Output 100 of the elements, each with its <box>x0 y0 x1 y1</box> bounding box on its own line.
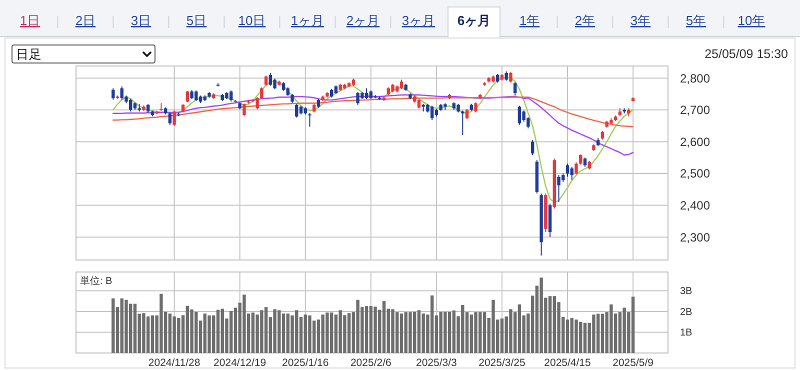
bar <box>347 313 351 353</box>
bar <box>500 318 504 353</box>
bar <box>417 310 421 353</box>
candlestick <box>570 166 574 180</box>
candlestick <box>168 112 172 126</box>
bar <box>330 312 334 353</box>
candlestick <box>172 110 176 126</box>
x-tick-label: 2024/12/19 <box>214 357 266 369</box>
x-tick-label: 2025/1/16 <box>282 357 329 369</box>
candlestick <box>264 75 268 86</box>
bar <box>552 296 556 353</box>
candlestick <box>268 72 272 86</box>
candlestick <box>574 162 578 175</box>
bar <box>374 306 377 353</box>
text: 10日 <box>238 13 266 28</box>
bar <box>382 301 386 353</box>
text: 5年 <box>686 13 706 28</box>
bar <box>391 309 394 353</box>
bar <box>251 312 255 353</box>
text: 2日 <box>75 13 96 28</box>
text: 25/05/09 15:30 <box>704 47 788 61</box>
candlestick <box>557 174 560 203</box>
text: 2年 <box>574 13 596 28</box>
candlestick <box>400 79 404 90</box>
y-tick-label: 2,800 <box>680 71 710 86</box>
text: 1ヶ月 <box>290 13 324 28</box>
bar <box>548 296 552 353</box>
bar <box>124 300 128 353</box>
bar <box>574 320 578 353</box>
text: 3ヶ月 <box>402 13 436 28</box>
bar <box>482 312 486 353</box>
bar <box>308 315 312 353</box>
candlestick <box>465 108 469 120</box>
bar <box>596 314 600 353</box>
candlestick <box>583 157 587 168</box>
candlestick <box>530 140 534 156</box>
bar <box>150 315 154 353</box>
bar <box>369 306 373 353</box>
bar <box>600 314 604 353</box>
bar <box>142 313 146 353</box>
bar <box>408 312 412 353</box>
bar <box>186 306 190 353</box>
y-tick-label: 2,500 <box>680 166 710 181</box>
text: 10年 <box>738 13 766 28</box>
candlestick <box>474 102 478 113</box>
bar <box>452 310 456 353</box>
text: 日足 <box>16 48 42 62</box>
bar <box>474 312 478 353</box>
text: 1日 <box>20 13 40 28</box>
candlestick <box>509 72 512 84</box>
bar <box>364 306 368 353</box>
bar <box>112 298 115 353</box>
candlestick <box>273 78 276 90</box>
candlestick <box>256 96 259 110</box>
bar <box>518 304 522 353</box>
bar <box>146 316 150 353</box>
candlestick <box>461 110 464 136</box>
text: 6ヶ月 <box>457 13 491 28</box>
candlestick <box>579 154 582 166</box>
candlestick <box>417 98 421 110</box>
bar <box>492 300 495 353</box>
candlestick <box>295 103 298 118</box>
x-tick-label: 2025/3/3 <box>416 357 458 369</box>
text: 3年 <box>630 13 651 28</box>
bar <box>264 307 268 353</box>
text: 3日 <box>130 13 152 28</box>
text: 1年 <box>519 13 540 28</box>
x-tick-label: 2025/4/15 <box>544 357 592 369</box>
candlestick <box>186 90 190 103</box>
y-tick-label: 2,400 <box>680 198 710 212</box>
bar <box>282 314 286 353</box>
candlestick <box>160 102 163 112</box>
x-tick-label: 2024/11/28 <box>148 357 200 369</box>
bar <box>190 309 194 353</box>
bar <box>208 315 211 353</box>
line-series <box>112 96 634 128</box>
bar <box>631 296 635 353</box>
bar <box>448 312 452 353</box>
y-tick-label: 2B <box>680 306 693 318</box>
y-tick-label: 2,600 <box>680 134 710 149</box>
text: 5日 <box>186 13 207 28</box>
bar <box>168 314 172 353</box>
x-tick-label: 2025/5/9 <box>612 357 654 369</box>
candlestick <box>566 163 570 178</box>
bar <box>133 304 137 353</box>
y-tick-label: 3B <box>680 286 693 298</box>
candlestick <box>504 70 508 82</box>
text: 2ヶ月 <box>346 13 380 28</box>
candlestick <box>242 103 246 117</box>
bar <box>592 314 596 353</box>
bar <box>566 320 570 353</box>
line-series <box>112 94 634 156</box>
y-tick-label: 2,300 <box>680 230 710 244</box>
candlestick <box>518 105 522 126</box>
x-tick-label: 2025/3/25 <box>478 357 526 369</box>
candlestick <box>112 88 115 100</box>
bar <box>400 314 404 353</box>
y-tick-label: 2,700 <box>680 103 710 118</box>
annotation: 単位: B <box>80 275 113 287</box>
bar <box>583 322 587 353</box>
